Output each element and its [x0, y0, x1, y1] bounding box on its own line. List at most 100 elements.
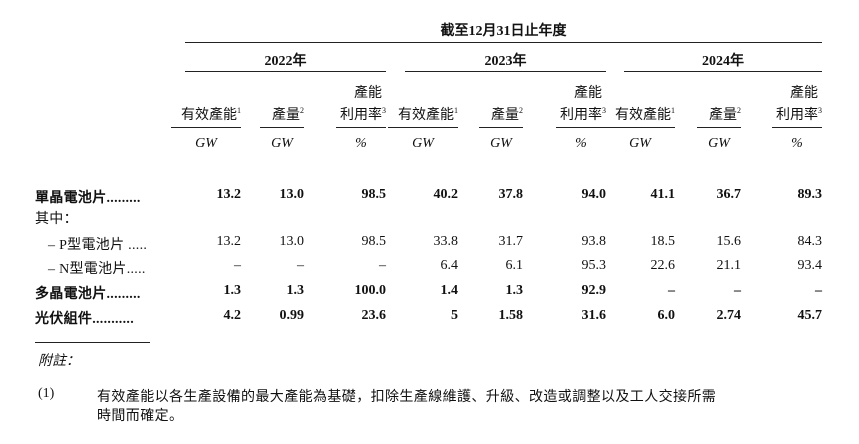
table-cell: 13.0 — [279, 234, 305, 249]
footnote-ref: 3 — [382, 106, 386, 115]
footnote-ref: 3 — [602, 106, 606, 115]
year-rule — [405, 71, 606, 72]
unit-label: % — [355, 136, 367, 151]
label: 產量 — [491, 108, 519, 123]
table-cell: 41.1 — [650, 187, 676, 202]
column-rule — [772, 127, 822, 128]
notes-title: 附註： — [38, 354, 80, 369]
table-cell: – — [297, 258, 304, 273]
column-header-effective-capacity: 有效產能1 — [398, 104, 458, 124]
table-cell: 18.5 — [650, 234, 676, 249]
year-rule — [185, 71, 386, 72]
column-header-utilization-line1: 產能 — [574, 86, 602, 101]
table-cell: 6.1 — [505, 258, 524, 273]
column-rule — [479, 127, 523, 128]
column-rule — [697, 127, 741, 128]
table-cell: 22.6 — [650, 258, 676, 273]
column-header-utilization-line1: 產能 — [790, 86, 818, 101]
table-cell: 100.0 — [354, 283, 387, 298]
table-cell: 94.0 — [581, 187, 607, 202]
unit-label: GW — [271, 136, 293, 151]
footnote-ref: 1 — [237, 106, 241, 115]
label: 利用率 — [340, 108, 382, 123]
table-cell: – — [668, 283, 675, 298]
unit-label: GW — [629, 136, 651, 151]
table-cell: 1.3 — [223, 283, 242, 298]
label: 利用率 — [776, 108, 818, 123]
table-cell: 92.9 — [581, 283, 607, 298]
year-header: 2023年 — [484, 54, 527, 69]
table-cell: 1.3 — [286, 283, 305, 298]
note-text-line1: 有效產能以各生產設備的最大產能為基礎，扣除生產線維護、升級、改造或調整以及工人交… — [97, 390, 717, 405]
table-cell: 23.6 — [361, 308, 387, 323]
footnote-ref: 3 — [818, 106, 822, 115]
row-label: 多晶電池片......... — [35, 287, 141, 302]
year-header: 2024年 — [702, 54, 744, 69]
notes-rule — [35, 342, 150, 343]
table-cell: 36.7 — [716, 187, 742, 202]
unit-label: GW — [490, 136, 512, 151]
table-cell: 98.5 — [361, 234, 387, 249]
table-cell: 40.2 — [433, 187, 459, 202]
header-rule — [185, 42, 822, 43]
column-header-effective-capacity: 有效產能1 — [181, 104, 241, 124]
table-cell: 21.1 — [716, 258, 742, 273]
period-header: 截至12月31日止年度 — [440, 24, 567, 39]
column-rule — [171, 127, 241, 128]
row-label: – N型電池片..... — [48, 262, 146, 277]
row-label: 單晶電池片......... — [35, 191, 141, 206]
label: 有效產能 — [615, 108, 671, 123]
unit-label: % — [575, 136, 587, 151]
year-header: 2022年 — [264, 54, 307, 69]
table-cell: – — [234, 258, 241, 273]
label: 利用率 — [560, 108, 602, 123]
label: 產量 — [272, 108, 300, 123]
column-header-utilization: 利用率3 — [340, 104, 386, 124]
table-cell: 31.6 — [581, 308, 607, 323]
column-rule — [260, 127, 304, 128]
table-cell: – — [379, 258, 386, 273]
footnote-ref: 2 — [519, 106, 523, 115]
label: 產量 — [709, 108, 737, 123]
row-label: – P型電池片 ..... — [48, 238, 148, 253]
table-cell: 93.4 — [797, 258, 823, 273]
column-header-output: 產量2 — [491, 104, 523, 124]
unit-label: % — [791, 136, 803, 151]
column-rule — [605, 127, 675, 128]
column-rule — [388, 127, 458, 128]
table-cell: 5 — [451, 308, 458, 323]
column-header-effective-capacity: 有效產能1 — [615, 104, 675, 124]
table-cell: 4.2 — [223, 308, 242, 323]
note-number: (1) — [38, 386, 55, 401]
table-cell: 13.0 — [279, 187, 305, 202]
unit-label: GW — [195, 136, 217, 151]
table-cell: 89.3 — [797, 187, 823, 202]
label: 有效產能 — [398, 108, 454, 123]
table-cell: 2.74 — [716, 308, 742, 323]
column-header-output: 產量2 — [272, 104, 304, 124]
column-header-utilization-line1: 產能 — [354, 86, 382, 101]
label: 有效產能 — [181, 108, 237, 123]
table-cell: 84.3 — [797, 234, 823, 249]
table-cell: 6.4 — [440, 258, 459, 273]
column-rule — [556, 127, 606, 128]
table-cell: 1.3 — [505, 283, 524, 298]
table-cell: 37.8 — [498, 187, 524, 202]
column-header-utilization: 利用率3 — [560, 104, 606, 124]
table-cell: 6.0 — [657, 308, 676, 323]
table-cell: 33.8 — [433, 234, 459, 249]
table-cell: 0.99 — [279, 308, 305, 323]
table-cell: 31.7 — [498, 234, 524, 249]
footnote-ref: 1 — [671, 106, 675, 115]
unit-label: GW — [412, 136, 434, 151]
column-header-utilization: 利用率3 — [776, 104, 822, 124]
table-cell: 1.4 — [440, 283, 459, 298]
column-header-output: 產量2 — [709, 104, 741, 124]
footnote-ref: 2 — [737, 106, 741, 115]
table-cell: 45.7 — [797, 308, 823, 323]
table-cell: 13.2 — [216, 187, 242, 202]
table-cell: 93.8 — [581, 234, 607, 249]
table-cell: – — [734, 283, 741, 298]
table-cell: – — [815, 283, 822, 298]
